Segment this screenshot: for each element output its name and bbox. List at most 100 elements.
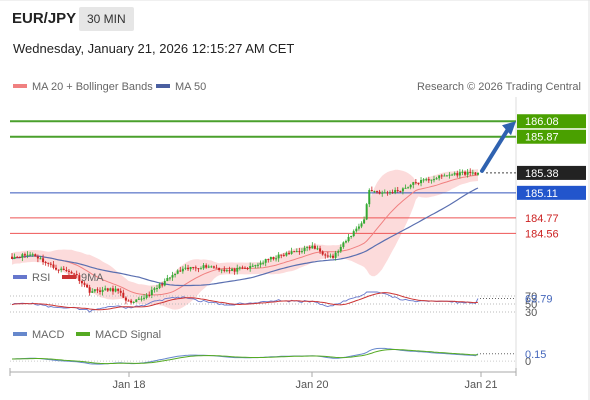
candle bbox=[111, 285, 114, 295]
candle bbox=[262, 260, 265, 266]
candle bbox=[300, 248, 303, 254]
candle bbox=[298, 247, 301, 255]
candle bbox=[409, 183, 412, 190]
candle bbox=[386, 190, 389, 196]
candle bbox=[368, 188, 371, 208]
candle bbox=[404, 184, 407, 189]
price-label-last: 185.38 bbox=[517, 165, 586, 180]
candle bbox=[308, 245, 311, 251]
candle bbox=[443, 173, 446, 177]
price-label-support: 184.56 bbox=[525, 228, 559, 240]
candle bbox=[417, 182, 420, 186]
candle bbox=[316, 245, 319, 251]
candle bbox=[171, 271, 174, 281]
candle bbox=[31, 252, 34, 257]
candle bbox=[205, 263, 208, 269]
candle bbox=[321, 250, 324, 256]
macd-tick-label: 0 bbox=[525, 356, 531, 368]
time-axis: Jan 18 Jan 20 Jan 21 bbox=[9, 368, 517, 391]
candle bbox=[285, 251, 288, 257]
candle bbox=[461, 169, 464, 176]
candle bbox=[342, 241, 345, 249]
candle bbox=[189, 266, 192, 272]
candle bbox=[456, 170, 459, 178]
candle bbox=[36, 254, 39, 263]
candle bbox=[238, 266, 241, 271]
price-label-text: 184.56 bbox=[525, 228, 559, 240]
candle bbox=[370, 186, 373, 192]
candle bbox=[114, 285, 117, 293]
currency-pair-title: EUR/JPY bbox=[12, 10, 77, 27]
candle bbox=[67, 269, 70, 276]
candle bbox=[80, 280, 83, 287]
rsi-tick-label: 30 bbox=[525, 307, 537, 319]
candle bbox=[153, 286, 156, 293]
candle bbox=[11, 253, 13, 259]
candle bbox=[23, 252, 26, 259]
candle bbox=[477, 172, 479, 176]
rsi-value-label: 63.79 bbox=[525, 293, 553, 305]
ma20-legend-swatch bbox=[13, 84, 27, 88]
forecast-arrow bbox=[480, 121, 516, 173]
candle bbox=[256, 262, 259, 269]
candle bbox=[202, 262, 205, 270]
candle bbox=[91, 288, 94, 294]
candle bbox=[179, 266, 182, 272]
candle bbox=[259, 260, 262, 268]
research-credit: Research © 2026 Trading Central bbox=[417, 81, 581, 93]
candle bbox=[357, 223, 360, 231]
candle bbox=[140, 295, 143, 302]
candle bbox=[233, 267, 236, 275]
candle bbox=[117, 288, 120, 294]
candle bbox=[212, 265, 215, 269]
candle bbox=[192, 266, 195, 270]
candle bbox=[26, 251, 29, 259]
candle bbox=[244, 266, 246, 269]
candle bbox=[288, 250, 291, 255]
candle bbox=[438, 175, 441, 181]
candle bbox=[277, 252, 280, 262]
candle bbox=[225, 268, 228, 273]
candle bbox=[311, 242, 314, 249]
candle bbox=[414, 178, 417, 185]
time-tick-label: Jan 18 bbox=[112, 379, 145, 391]
candle bbox=[104, 285, 107, 291]
candle bbox=[210, 265, 213, 268]
candlesticks bbox=[11, 168, 479, 305]
candle bbox=[445, 175, 448, 177]
price-label-support: 184.77 bbox=[525, 213, 559, 225]
candle bbox=[218, 267, 221, 272]
candle bbox=[293, 250, 296, 253]
candle bbox=[207, 264, 210, 269]
candle bbox=[127, 299, 130, 302]
candle bbox=[420, 177, 423, 187]
candle bbox=[435, 176, 438, 180]
candle bbox=[109, 287, 112, 292]
candle bbox=[241, 265, 244, 270]
macd-panel: 00.15 bbox=[10, 347, 546, 368]
candle bbox=[391, 189, 394, 194]
candle bbox=[425, 177, 428, 182]
price-label-text: 185.11 bbox=[525, 188, 558, 200]
candle bbox=[161, 281, 164, 288]
candle bbox=[422, 177, 425, 183]
ma20-legend-label: MA 20 + Bollinger Bands bbox=[32, 81, 153, 93]
timeframe-badge[interactable]: 30 MIN bbox=[79, 7, 134, 31]
candle bbox=[21, 252, 24, 262]
rsi-tick-label: 50 bbox=[525, 299, 537, 311]
candle bbox=[55, 264, 58, 271]
candle bbox=[29, 251, 32, 256]
candle bbox=[440, 174, 443, 179]
macd-legend-swatch bbox=[13, 332, 27, 336]
candle bbox=[326, 251, 329, 259]
candle bbox=[407, 186, 410, 189]
candle bbox=[168, 277, 171, 281]
candle bbox=[381, 190, 384, 197]
candle bbox=[220, 269, 223, 274]
candle bbox=[396, 186, 399, 193]
candle bbox=[360, 221, 363, 229]
candle bbox=[13, 253, 16, 260]
time-tick-label: Jan 21 bbox=[464, 379, 497, 391]
